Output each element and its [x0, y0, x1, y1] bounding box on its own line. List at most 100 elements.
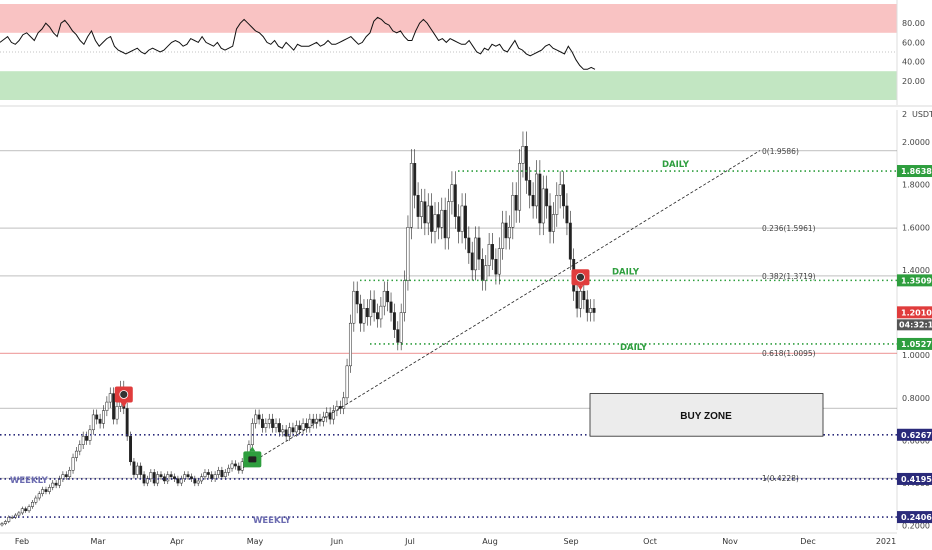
candle-body: [277, 423, 281, 433]
candle: [382, 281, 386, 316]
price-tick-label: 1.6000: [902, 223, 930, 232]
candle: [108, 387, 112, 408]
oscillator-tick-label: 40.00: [902, 58, 925, 67]
candle-body: [369, 299, 373, 318]
candle: [305, 418, 308, 433]
zone-label: DAILY: [612, 267, 640, 277]
candle: [112, 387, 116, 425]
candle-body: [240, 461, 244, 471]
candle: [460, 193, 464, 244]
candle: [85, 431, 89, 445]
candle: [416, 182, 420, 229]
candle-body: [365, 308, 369, 318]
candle: [271, 413, 275, 433]
time-tick-label: 2021: [876, 537, 896, 546]
candle: [514, 182, 518, 223]
candle-body: [426, 205, 430, 224]
level-tag-label: 1.0527: [901, 340, 932, 349]
time-tick-label: Apr: [170, 537, 185, 546]
candle-body: [436, 214, 440, 228]
candle-body: [288, 427, 291, 437]
candle: [254, 409, 258, 429]
fib-label: 0(1.9586): [762, 147, 799, 156]
candle: [348, 314, 352, 373]
price-pane: 0.20000.40000.60000.80001.00001.20001.40…: [0, 110, 932, 531]
candle: [467, 226, 471, 264]
sell-signal-icon[interactable]: [571, 269, 590, 291]
candle-body: [7, 516, 11, 522]
candle-body: [392, 312, 396, 330]
candle: [78, 440, 82, 456]
sell-signal-icon[interactable]: [114, 386, 133, 408]
candle-body: [430, 205, 434, 232]
candle-body: [10, 516, 14, 519]
price-tick-label: 1.4000: [902, 266, 930, 275]
candle: [562, 171, 566, 219]
candle-body: [58, 478, 61, 486]
level-tag-label: 0.4195: [901, 475, 932, 484]
candle-body: [592, 308, 596, 313]
candle: [535, 160, 538, 219]
candle-body: [27, 506, 31, 512]
candle: [443, 197, 447, 250]
candle-body: [206, 472, 210, 475]
candle: [54, 480, 58, 489]
candle-body: [68, 470, 72, 477]
candle-body: [41, 489, 45, 495]
candle-body: [328, 412, 332, 420]
candle: [51, 480, 55, 491]
zone-label: WEEKLY: [10, 476, 49, 486]
candle: [284, 424, 288, 441]
candle-body: [541, 188, 545, 224]
price-tick-label: 1.8000: [902, 181, 930, 190]
price-tick-label: 1.0000: [902, 351, 930, 360]
time-axis: Feb Mar Apr May Jun Jul Aug Sep Oct Nov Dec 2021: [0, 532, 897, 546]
candle-body: [105, 401, 109, 411]
fib-label: 0.236(1.5961): [762, 224, 816, 233]
time-tick-label: Feb: [15, 537, 29, 546]
candle-body: [34, 497, 38, 503]
candle: [139, 462, 143, 478]
level-tag-label: 0.2406: [901, 513, 932, 522]
current-price-label: 1.2010: [901, 308, 932, 317]
candle-body: [81, 435, 85, 445]
candle: [91, 409, 95, 435]
candle: [582, 281, 586, 310]
candle: [20, 506, 24, 515]
candle-body: [98, 418, 102, 424]
candle: [298, 420, 302, 435]
candle-body: [589, 308, 593, 313]
candle-body: [257, 414, 261, 420]
candle: [230, 460, 234, 472]
candle-body: [102, 410, 105, 424]
buy-signal-icon[interactable]: [243, 446, 262, 468]
candle-body: [125, 408, 129, 437]
candle: [44, 486, 48, 495]
candle-body: [568, 222, 572, 260]
candle-body: [433, 214, 437, 232]
candle-body: [294, 425, 298, 433]
oscillator-pane: 20.00 40.00 60.00 80.00: [0, 0, 932, 107]
candle: [267, 413, 271, 429]
candle-body: [233, 463, 237, 467]
candle: [413, 149, 417, 209]
candle-body: [491, 244, 494, 260]
candle: [497, 237, 501, 285]
candle-body: [464, 205, 467, 239]
candle-body: [514, 195, 518, 211]
candle: [37, 491, 41, 501]
candle-body: [413, 163, 417, 196]
candle-body: [376, 312, 379, 320]
candle: [511, 182, 515, 240]
candle-body: [71, 457, 75, 471]
candle: [105, 396, 109, 417]
candle-body: [470, 252, 474, 271]
candle: [301, 418, 305, 435]
candle-body: [37, 493, 41, 499]
signal-pointer: [120, 402, 127, 408]
candle: [372, 290, 376, 322]
candle-body: [220, 470, 224, 477]
candle: [325, 407, 329, 423]
candle-body: [521, 145, 525, 164]
candle-body: [501, 222, 505, 249]
